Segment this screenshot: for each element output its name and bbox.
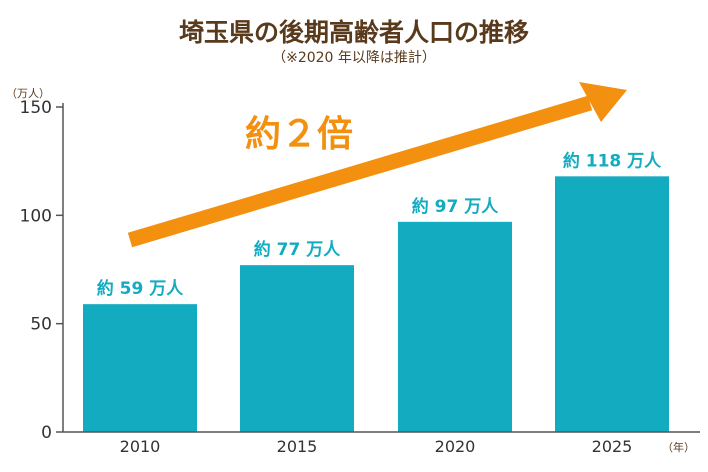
y-axis-unit: （万人） [6,87,50,100]
y-tick-label: 0 [41,423,52,443]
bar-2015 [240,265,354,432]
growth-arrow-head [579,82,627,122]
chart-title: 埼玉県の後期高齢者人口の推移 [179,18,529,47]
x-tick-label-2020: 2020 [435,437,476,456]
growth-annotation: 約２倍 [245,114,353,155]
x-tick-label-2015: 2015 [277,437,318,456]
y-tick-label: 150 [20,98,52,118]
x-axis-unit: （年） [662,440,695,454]
y-tick-label: 100 [20,206,52,226]
data-label-2025: 約 118 万人 [563,150,662,171]
y-tick-label: 50 [30,315,52,335]
x-tick-label-2025: 2025 [592,437,633,456]
growth-arrow [127,82,627,248]
x-axis-ticks: 2010 2015 2020 2025 [120,437,633,456]
x-tick-label-2010: 2010 [120,437,161,456]
bars [83,176,669,432]
data-label-2020: 約 97 万人 [412,196,499,217]
chart-subtitle: （※2020 年以降は推計） [272,50,436,66]
data-label-2010: 約 59 万人 [97,278,184,299]
bar-2020 [398,221,512,432]
data-label-2015: 約 77 万人 [254,239,341,260]
bar-2010 [83,304,197,432]
growth-arrow-shaft [127,95,593,248]
data-labels: 約 59 万人 約 77 万人 約 97 万人 約 118 万人 [97,150,662,299]
bar-2025 [555,176,669,432]
y-axis-ticks: 0 50 100 150 [20,98,63,443]
